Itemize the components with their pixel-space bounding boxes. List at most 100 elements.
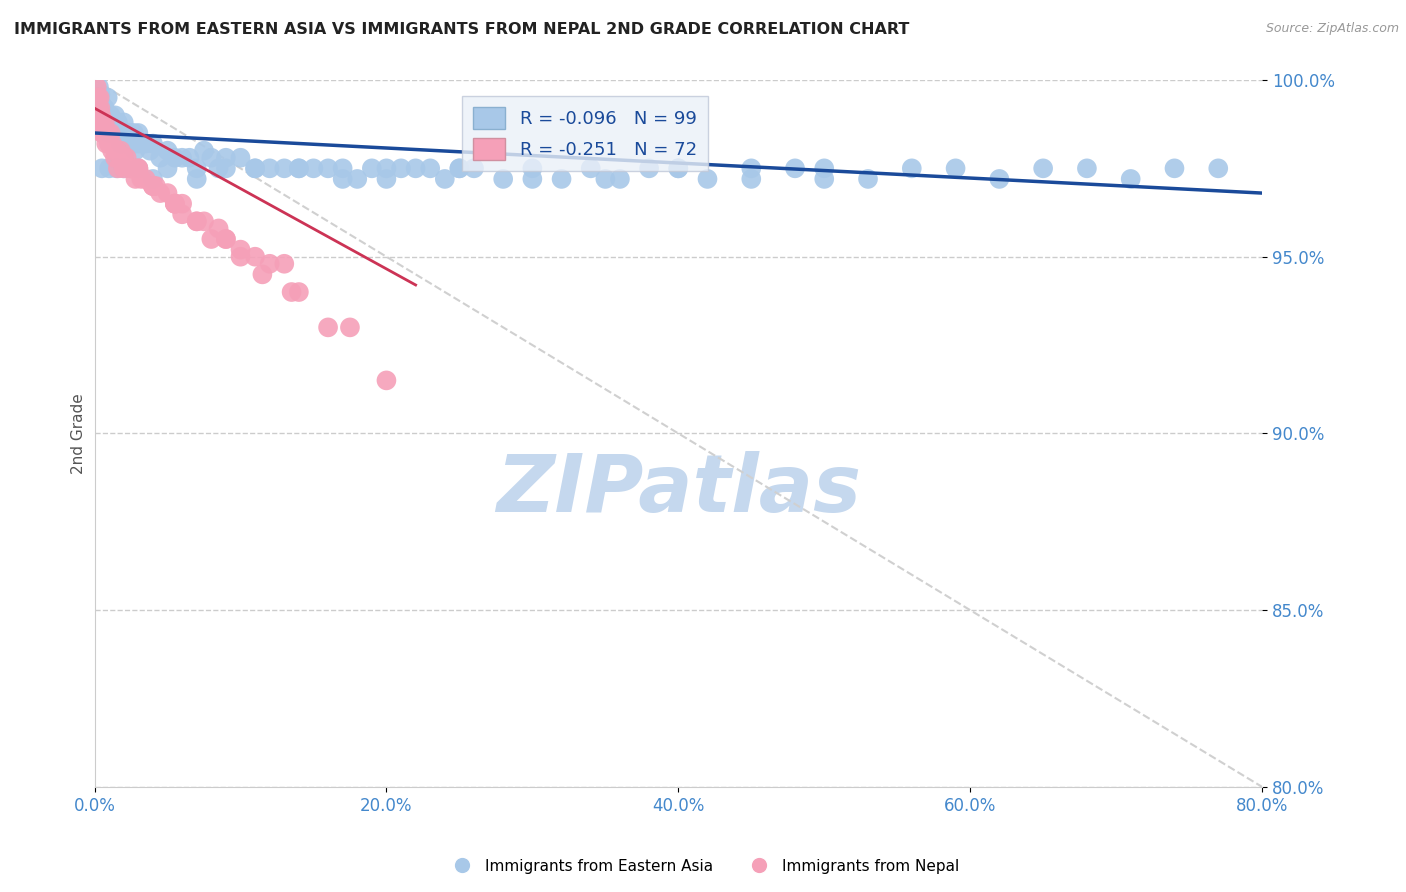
Point — [172, 196, 194, 211]
Point — [94, 101, 117, 115]
Point — [135, 136, 157, 151]
Point — [107, 115, 129, 129]
Point — [111, 126, 134, 140]
Point — [110, 136, 132, 151]
Point — [163, 196, 186, 211]
Point — [127, 161, 149, 176]
Point — [100, 108, 122, 122]
Point — [90, 161, 112, 176]
Point — [156, 144, 179, 158]
Point — [579, 161, 602, 176]
Point — [200, 151, 222, 165]
Point — [87, 80, 110, 95]
Point — [375, 161, 398, 176]
Point — [120, 126, 142, 140]
Point — [163, 196, 186, 211]
Point — [229, 151, 252, 165]
Point — [112, 115, 135, 129]
Point — [200, 232, 222, 246]
Point — [145, 179, 167, 194]
Point — [179, 151, 201, 165]
Point — [90, 108, 112, 122]
Point — [156, 186, 179, 200]
Point — [97, 126, 120, 140]
Point — [215, 232, 238, 246]
Point — [696, 172, 718, 186]
Point — [522, 172, 544, 186]
Point — [142, 179, 165, 194]
Point — [207, 221, 229, 235]
Point — [139, 144, 162, 158]
Point — [215, 232, 238, 246]
Point — [433, 172, 456, 186]
Point — [142, 179, 165, 194]
Point — [215, 151, 238, 165]
Point — [86, 80, 108, 95]
Point — [215, 161, 238, 176]
Point — [96, 126, 118, 140]
Point — [112, 151, 135, 165]
Point — [103, 126, 125, 140]
Point — [156, 161, 179, 176]
Point — [609, 172, 631, 186]
Point — [124, 144, 146, 158]
Point — [163, 151, 186, 165]
Point — [96, 136, 118, 151]
Point — [288, 285, 311, 299]
Point — [856, 172, 879, 186]
Point — [901, 161, 924, 176]
Point — [273, 161, 295, 176]
Point — [142, 179, 165, 194]
Point — [101, 144, 124, 158]
Point — [122, 126, 145, 140]
Point — [666, 161, 689, 176]
Point — [449, 161, 471, 176]
Point — [108, 126, 131, 140]
Point — [389, 161, 412, 176]
Point — [101, 115, 124, 129]
Point — [127, 161, 149, 176]
Point — [346, 172, 368, 186]
Point — [360, 161, 382, 176]
Point — [316, 161, 339, 176]
Point — [120, 161, 142, 176]
Point — [229, 243, 252, 257]
Point — [638, 161, 661, 176]
Point — [666, 161, 689, 176]
Point — [96, 115, 118, 129]
Point — [86, 90, 108, 104]
Point — [243, 161, 266, 176]
Point — [89, 115, 111, 129]
Legend: Immigrants from Eastern Asia, Immigrants from Nepal: Immigrants from Eastern Asia, Immigrants… — [440, 853, 966, 880]
Point — [98, 136, 121, 151]
Point — [89, 115, 111, 129]
Point — [90, 115, 112, 129]
Point — [405, 161, 427, 176]
Point — [229, 250, 252, 264]
Point — [463, 161, 485, 176]
Point — [259, 257, 281, 271]
Point — [243, 250, 266, 264]
Point — [91, 126, 114, 140]
Point — [87, 101, 110, 115]
Point — [121, 136, 143, 151]
Point — [105, 161, 128, 176]
Point — [1076, 161, 1098, 176]
Point — [1032, 161, 1054, 176]
Point — [118, 136, 141, 151]
Point — [124, 172, 146, 186]
Point — [105, 144, 128, 158]
Point — [375, 373, 398, 387]
Point — [115, 136, 138, 151]
Point — [149, 151, 172, 165]
Point — [120, 161, 142, 176]
Point — [252, 268, 274, 282]
Point — [375, 172, 398, 186]
Point — [945, 161, 967, 176]
Point — [783, 161, 806, 176]
Point — [107, 161, 129, 176]
Point — [522, 161, 544, 176]
Point — [186, 161, 208, 176]
Point — [91, 108, 114, 122]
Point — [117, 126, 139, 140]
